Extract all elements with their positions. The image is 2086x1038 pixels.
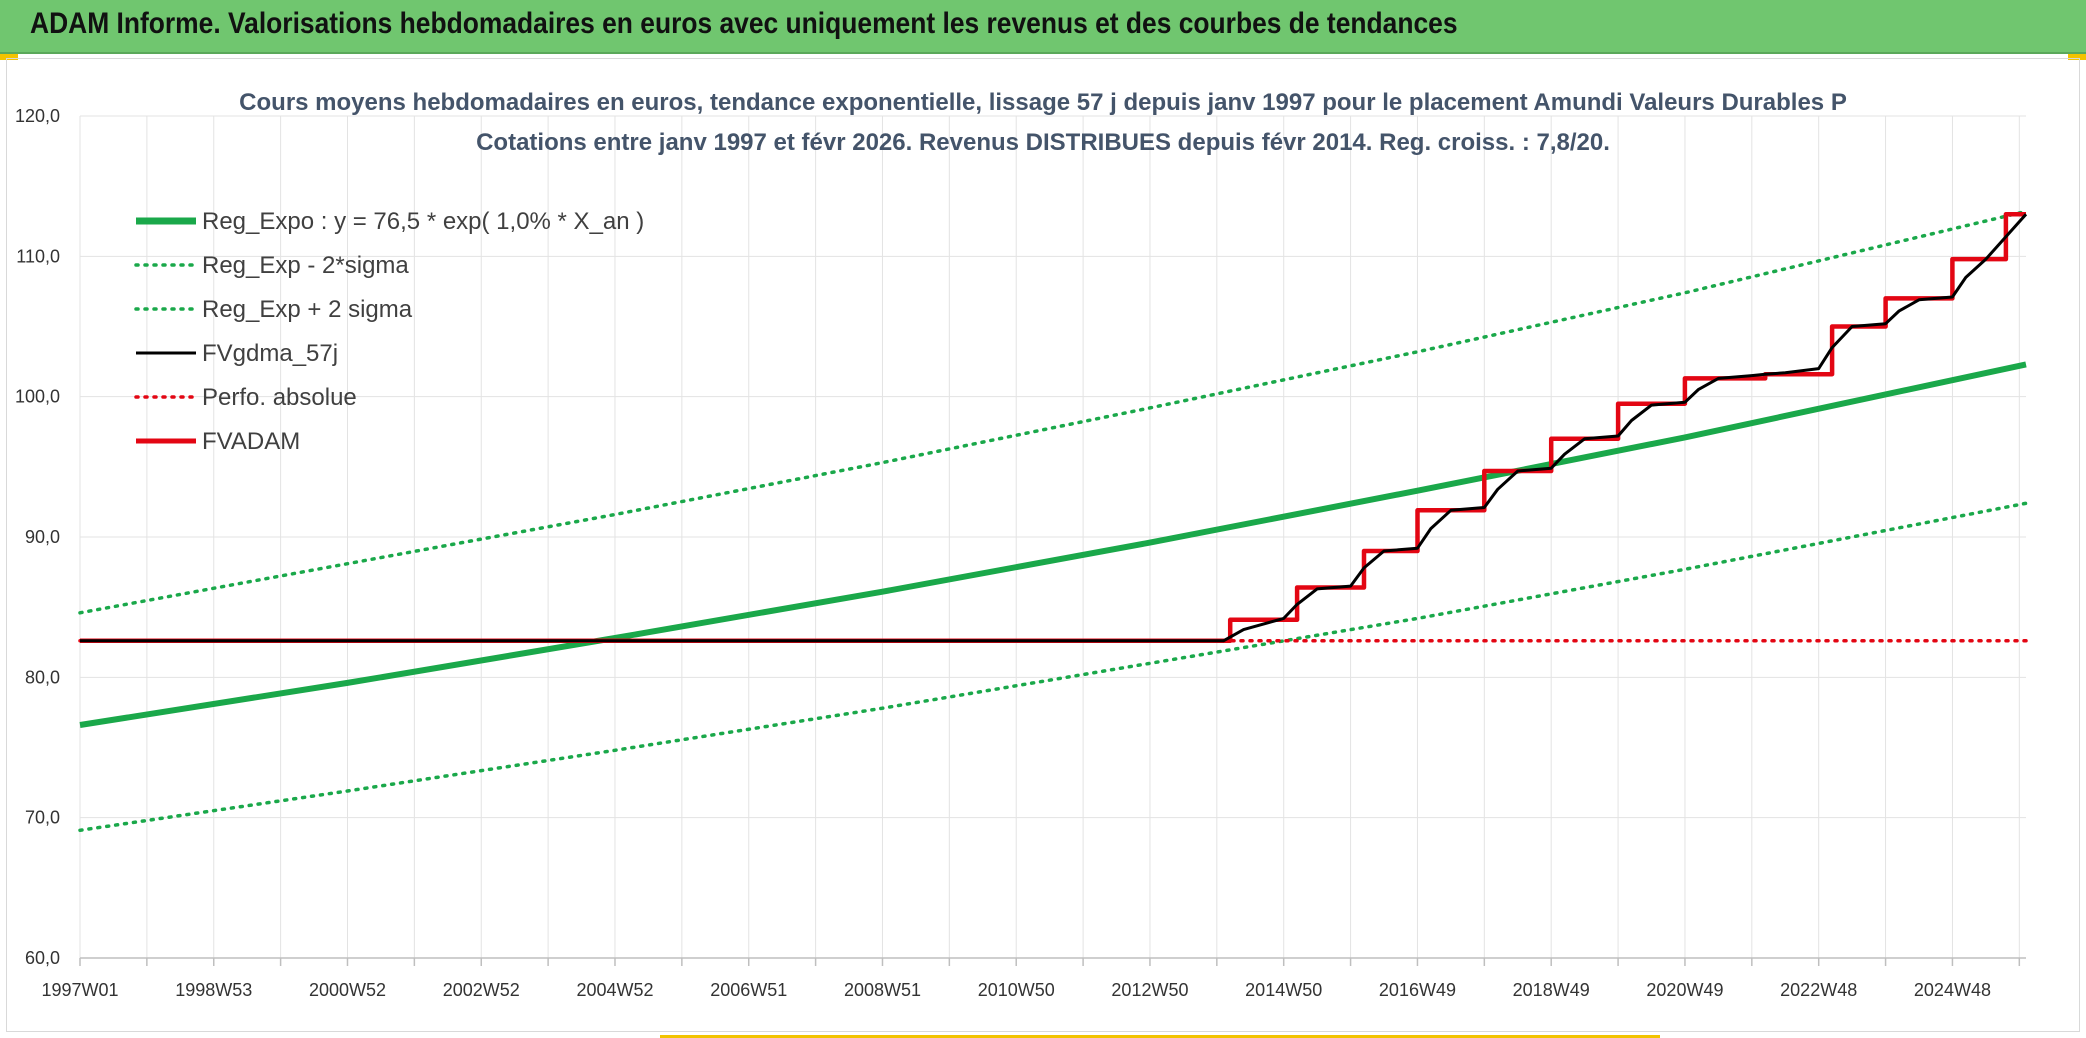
chart-legend: Reg_Expo : y = 76,5 * exp( 1,0% * X_an )… [134, 208, 644, 455]
y-tick-label: 110,0 [16, 246, 60, 266]
x-tick-label: 2014W50 [1245, 980, 1322, 1000]
y-tick-label: 90,0 [25, 527, 60, 547]
y-tick-label: 60,0 [25, 948, 60, 968]
x-tick-label: 2006W51 [710, 980, 787, 1000]
x-tick-label: 1998W53 [175, 980, 252, 1000]
x-tick-label: 2016W49 [1379, 980, 1456, 1000]
x-tick-label: 2010W50 [978, 980, 1055, 1000]
y-tick-label: 100,0 [15, 387, 60, 407]
x-tick-label: 2000W52 [309, 980, 386, 1000]
series-line-2 [78, 209, 2028, 615]
y-tick-label: 70,0 [25, 808, 60, 828]
corner-accent-left [0, 54, 18, 60]
legend-label: FVADAM [202, 428, 300, 455]
x-tick-label: 2004W52 [576, 980, 653, 1000]
legend-label: Reg_Exp + 2 sigma [202, 296, 413, 323]
legend-label: Reg_Expo : y = 76,5 * exp( 1,0% * X_an ) [202, 208, 644, 235]
y-tick-label: 80,0 [25, 667, 60, 687]
report-banner: ADAM Informe. Valorisations hebdomadaire… [0, 0, 2086, 54]
series-line-3 [80, 213, 2028, 643]
x-tick-label: 2024W48 [1914, 980, 1991, 1000]
series-line-1 [78, 501, 2028, 833]
legend-label: FVgdma_57j [202, 340, 338, 367]
chart-title: Cours moyens hebdomadaires en euros, ten… [239, 89, 1847, 116]
corner-accent-right [2068, 54, 2086, 60]
chart-grid [79, 115, 2026, 959]
x-tick-label: 2002W52 [443, 980, 520, 1000]
chart-series [78, 209, 2028, 833]
series-line-0 [79, 361, 2027, 728]
x-tick-label: 2018W49 [1513, 980, 1590, 1000]
chart-axes: 60,0 70,0 80,0 90,0 100,0 110,0 120,0 1997W01 19… [15, 106, 2026, 1000]
legend-label: Reg_Exp - 2*sigma [202, 252, 409, 279]
chart-subtitle: Cotations entre janv 1997 et févr 2026. … [476, 129, 1610, 156]
legend-label: Perfo. absolue [202, 384, 357, 411]
y-tick-label: 120,0 [15, 106, 60, 126]
x-tick-label: 1997W01 [41, 980, 118, 1000]
report-title: ADAM Informe. Valorisations hebdomadaire… [30, 7, 1458, 40]
bottom-accent [660, 1035, 1660, 1038]
x-tick-label: 2008W51 [844, 980, 921, 1000]
x-tick-label: 2012W50 [1111, 980, 1188, 1000]
x-tick-label: 2020W49 [1646, 980, 1723, 1000]
chart-frame [6, 58, 2080, 1032]
x-tick-label: 2022W48 [1780, 980, 1857, 1000]
